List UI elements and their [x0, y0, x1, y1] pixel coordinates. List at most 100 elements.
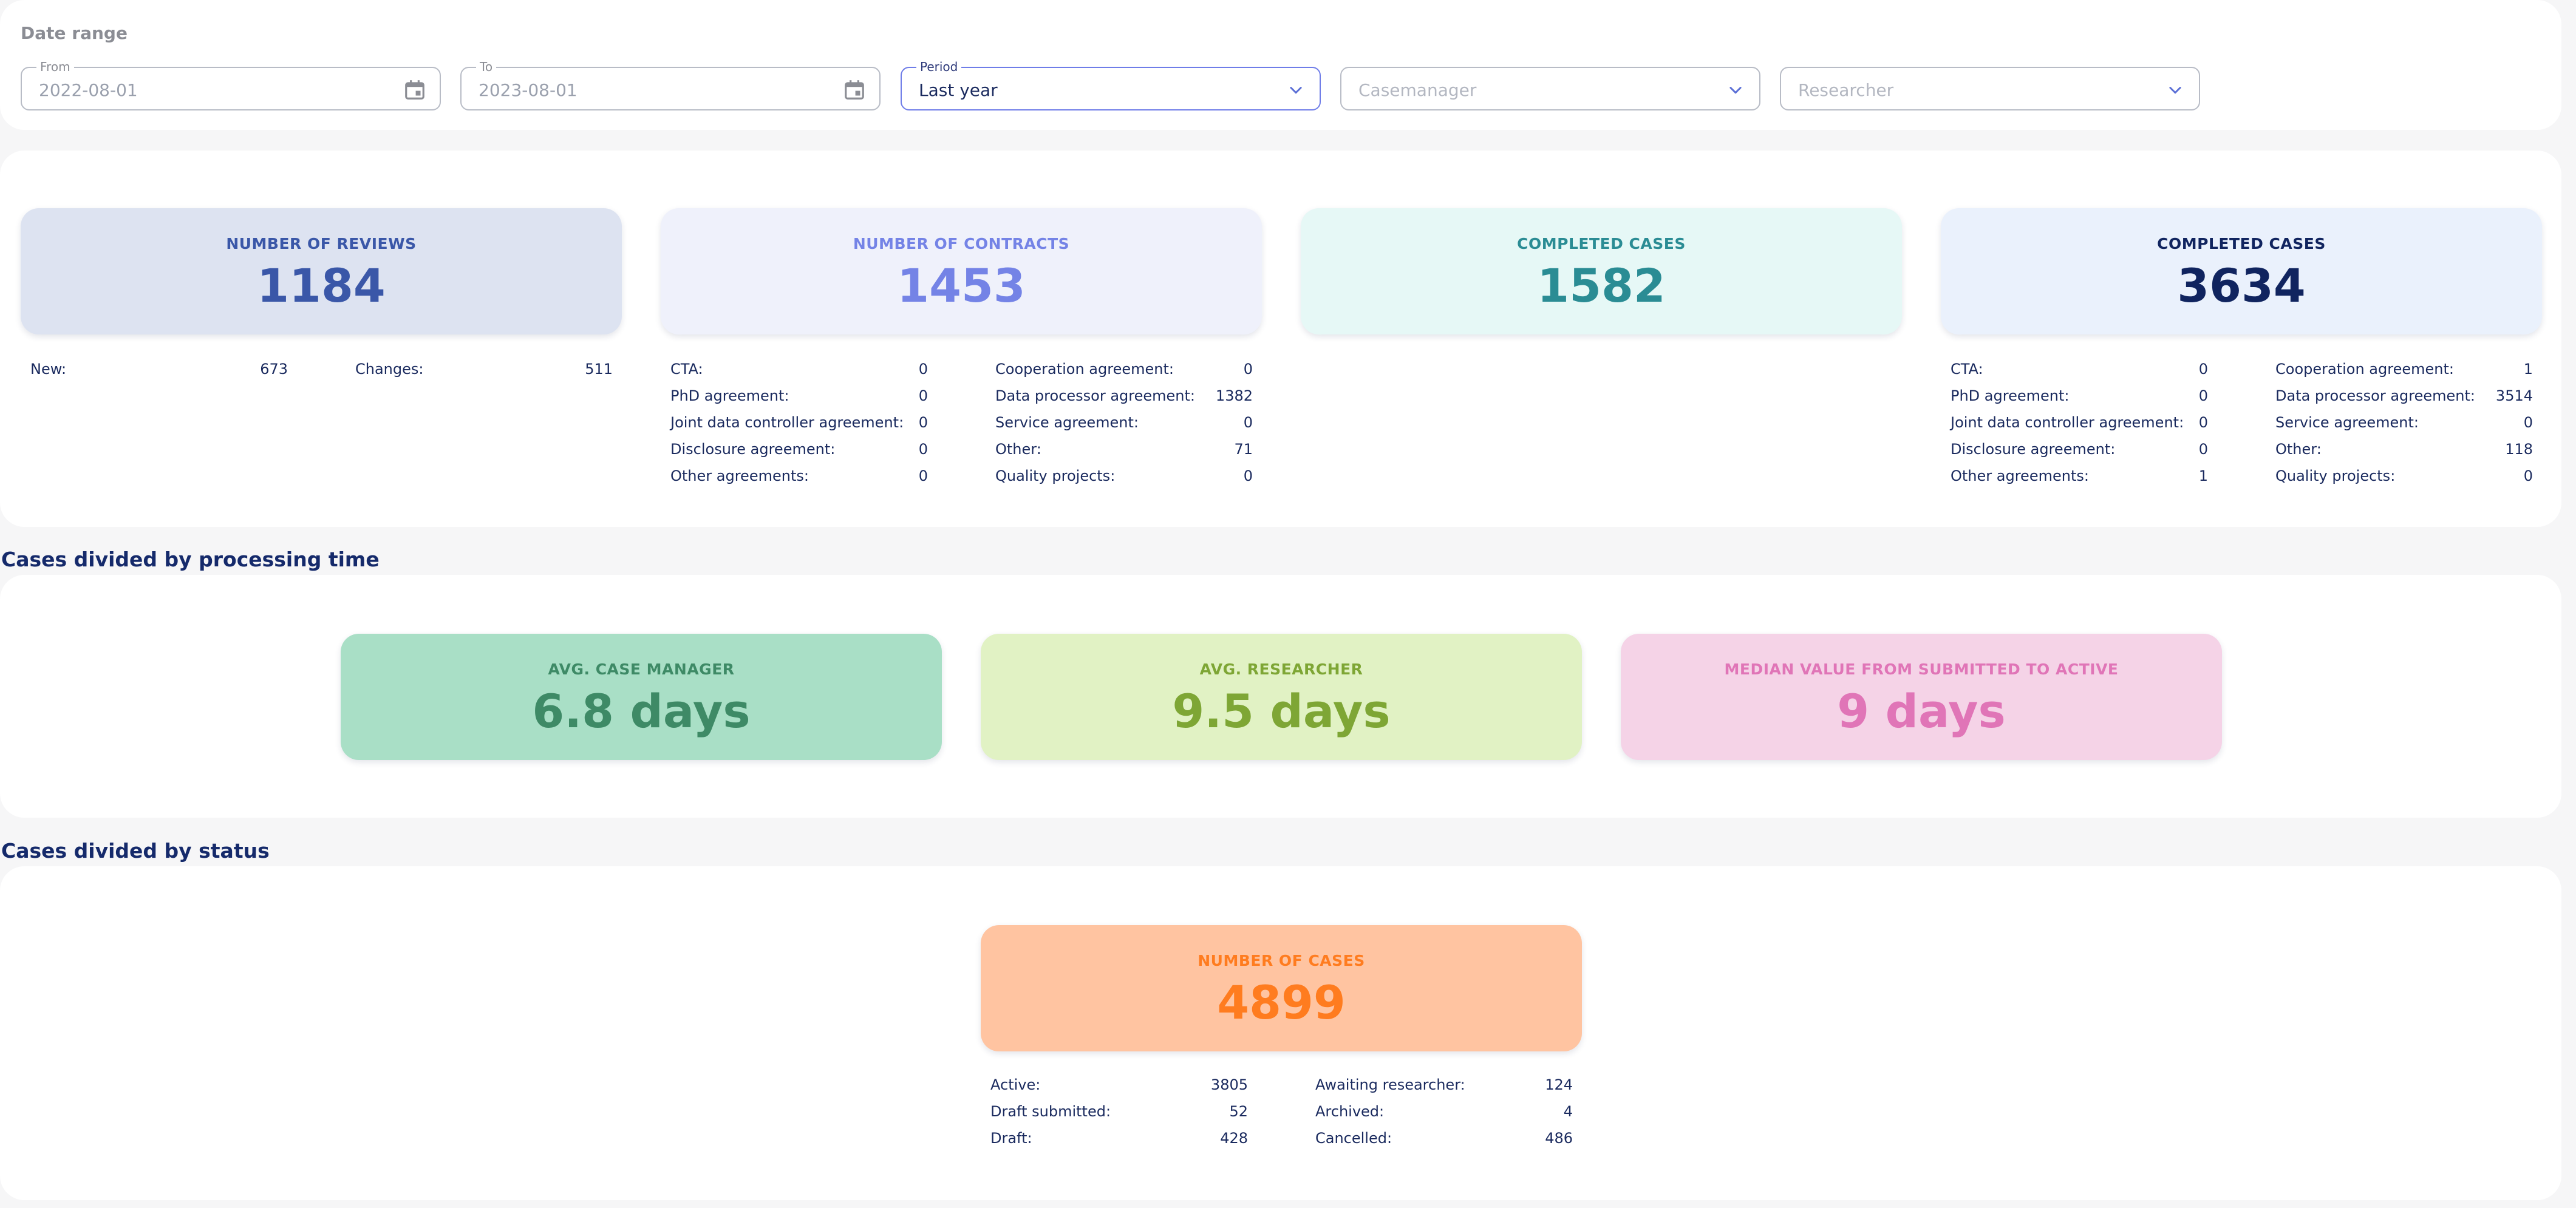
contracts-label: NUMBER OF CONTRACTS: [853, 235, 1070, 253]
number-of-cases-value: 4899: [1217, 976, 1346, 1030]
row-value: 1: [2523, 361, 2533, 378]
row-key: Cooperation agreement:: [2275, 361, 2454, 378]
avg-case-manager-card: AVG. CASE MANAGER 6.8 days: [341, 634, 942, 760]
list-item: Other: 71: [995, 441, 1253, 463]
contracts-value: 1453: [897, 259, 1026, 313]
row-value: 0: [918, 361, 928, 378]
list-item: New: 673: [30, 361, 288, 382]
row-key: Awaiting researcher:: [1315, 1076, 1465, 1093]
median-card: MEDIAN VALUE FROM SUBMITTED TO ACTIVE 9 …: [1621, 634, 2222, 760]
completed-cases-2-value: 3634: [2177, 259, 2306, 313]
list-item: Joint data controller agreement: 0: [1951, 414, 2208, 436]
completed-cases-value: 1582: [1537, 259, 1666, 313]
date-range-title: Date range: [21, 23, 128, 43]
row-value: 0: [2198, 361, 2208, 378]
list-item: CTA: 0: [1951, 361, 2208, 382]
list-item: PhD agreement: 0: [670, 387, 928, 409]
row-value: 673: [260, 361, 288, 378]
casemanager-select[interactable]: Casemanager: [1340, 67, 1760, 110]
list-item: Service agreement: 0: [2275, 414, 2533, 436]
avg-case-manager-value: 6.8 days: [532, 684, 751, 738]
list-item: Quality projects: 0: [995, 467, 1253, 489]
list-item: PhD agreement: 0: [1951, 387, 2208, 409]
row-key: Cooperation agreement:: [995, 361, 1174, 378]
filter-panel: Date range From 2022-08-01 To 2023-08-01…: [0, 0, 2561, 130]
row-key: Quality projects:: [995, 467, 1116, 484]
row-key: Disclosure agreement:: [1951, 441, 2116, 458]
researcher-placeholder: Researcher: [1798, 80, 1894, 100]
list-item: Quality projects: 0: [2275, 467, 2533, 489]
completed-cases-card-2: COMPLETED CASES 3634: [1941, 208, 2542, 334]
list-item: Service agreement: 0: [995, 414, 1253, 436]
list-item: CTA: 0: [670, 361, 928, 382]
processing-time-heading: Cases divided by processing time: [1, 548, 380, 571]
row-key: Cancelled:: [1315, 1130, 1392, 1147]
row-key: Draft submitted:: [990, 1103, 1111, 1120]
row-key: New:: [30, 361, 67, 378]
from-date-legend: From: [36, 59, 74, 74]
list-item: Other agreements: 1: [1951, 467, 2208, 489]
from-date-value: 2022-08-01: [39, 80, 138, 100]
from-date-field[interactable]: From 2022-08-01: [21, 59, 441, 110]
row-value: 0: [2523, 467, 2533, 484]
chevron-down-icon[interactable]: [1726, 81, 1745, 98]
row-key: Service agreement:: [995, 414, 1139, 431]
row-value: 1382: [1215, 387, 1253, 404]
contracts-card: NUMBER OF CONTRACTS 1453: [661, 208, 1262, 334]
row-key: Other agreements:: [670, 467, 809, 484]
list-item: Cooperation agreement: 1: [2275, 361, 2533, 382]
list-item: Other: 118: [2275, 441, 2533, 463]
researcher-select[interactable]: Researcher: [1780, 67, 2200, 110]
row-key: CTA:: [670, 361, 703, 378]
to-date-legend: To: [476, 59, 497, 74]
list-item: Archived: 4: [1315, 1103, 1573, 1125]
to-date-field[interactable]: To 2023-08-01: [460, 59, 881, 110]
row-value: 118: [2505, 441, 2533, 458]
row-key: Archived:: [1315, 1103, 1385, 1120]
calendar-icon[interactable]: [843, 78, 866, 102]
row-key: Other agreements:: [1951, 467, 2089, 484]
period-value: Last year: [919, 80, 998, 100]
list-item: Cancelled: 486: [1315, 1130, 1573, 1152]
reviews-label: NUMBER OF REVIEWS: [226, 235, 417, 253]
list-item: Disclosure agreement: 0: [1951, 441, 2208, 463]
list-item: Disclosure agreement: 0: [670, 441, 928, 463]
completed-cases-card: COMPLETED CASES 1582: [1301, 208, 1902, 334]
row-value: 0: [1243, 414, 1253, 431]
row-key: Changes:: [355, 361, 424, 378]
row-key: Other:: [995, 441, 1041, 458]
row-key: Data processor agreement:: [2275, 387, 2476, 404]
row-value: 1: [2198, 467, 2208, 484]
row-value: 0: [2523, 414, 2533, 431]
chevron-down-icon[interactable]: [1287, 81, 1305, 98]
row-value: 511: [585, 361, 613, 378]
row-key: CTA:: [1951, 361, 1983, 378]
avg-researcher-value: 9.5 days: [1172, 684, 1391, 738]
list-item: Other agreements: 0: [670, 467, 928, 489]
row-key: Active:: [990, 1076, 1041, 1093]
completed-cases-2-label: COMPLETED CASES: [2157, 235, 2326, 253]
row-value: 0: [2198, 441, 2208, 458]
calendar-icon[interactable]: [403, 78, 426, 102]
median-label: MEDIAN VALUE FROM SUBMITTED TO ACTIVE: [1724, 660, 2119, 678]
number-of-cases-label: NUMBER OF CASES: [1198, 952, 1365, 969]
row-key: Draft:: [990, 1130, 1032, 1147]
row-value: 428: [1220, 1130, 1248, 1147]
avg-researcher-label: AVG. RESEARCHER: [1199, 660, 1363, 678]
row-key: Disclosure agreement:: [670, 441, 836, 458]
row-value: 0: [918, 467, 928, 484]
row-value: 71: [1234, 441, 1253, 458]
completed-cases-label: COMPLETED CASES: [1517, 235, 1686, 253]
reviews-value: 1184: [257, 259, 386, 313]
row-key: Joint data controller agreement:: [670, 414, 904, 431]
chevron-down-icon[interactable]: [2166, 81, 2184, 98]
row-value: 3805: [1210, 1076, 1248, 1093]
row-key: Quality projects:: [2275, 467, 2396, 484]
period-select[interactable]: Period Last year: [901, 59, 1321, 110]
list-item: Changes: 511: [355, 361, 613, 382]
list-item: Data processor agreement: 3514: [2275, 387, 2533, 409]
row-value: 0: [1243, 467, 1253, 484]
row-value: 0: [1243, 361, 1253, 378]
casemanager-placeholder: Casemanager: [1358, 80, 1477, 100]
row-value: 0: [918, 414, 928, 431]
